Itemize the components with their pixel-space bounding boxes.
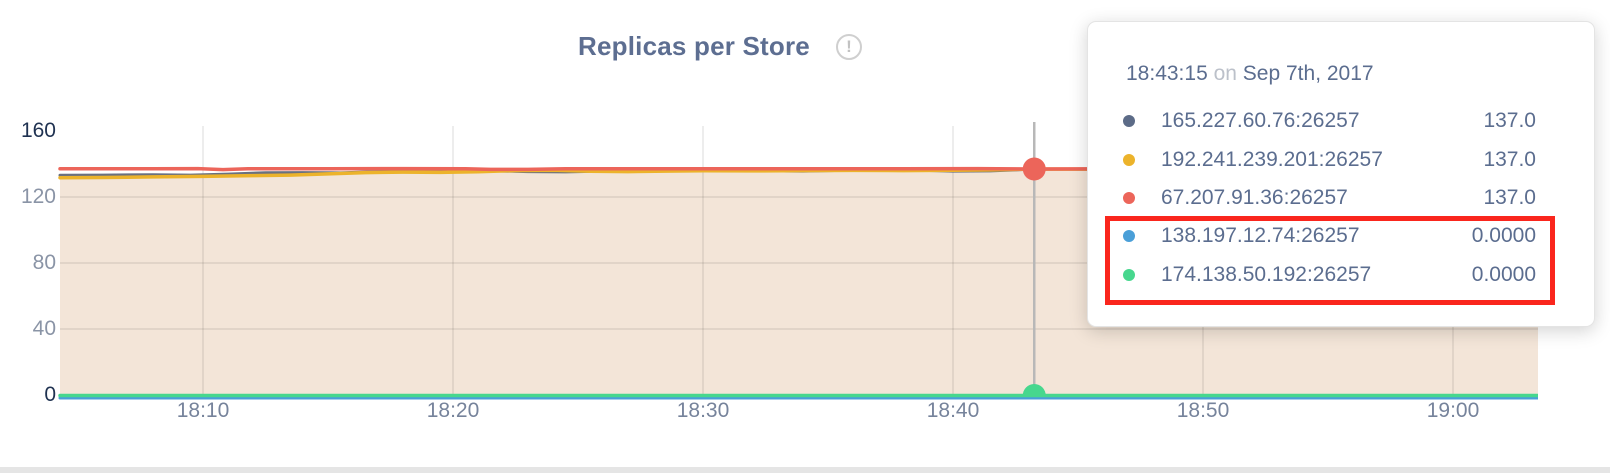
- series-value: 137.0: [1483, 147, 1536, 171]
- x-tick-label: 18:30: [676, 399, 730, 422]
- tooltip-series-row: 192.241.239.201:26257 137.0: [1088, 140, 1594, 178]
- series-color-dot: [1123, 268, 1135, 281]
- series-label: 192.241.239.201:26257: [1161, 147, 1383, 171]
- x-tick-label: 18:40: [926, 399, 980, 422]
- tooltip-conjunction: on: [1213, 62, 1237, 85]
- bottom-divider: [0, 467, 1610, 473]
- series-color-dot: [1123, 230, 1135, 243]
- tooltip-time: 18:43:15: [1126, 62, 1208, 85]
- x-tick-label: 19:00: [1426, 399, 1480, 422]
- tooltip-series-row: 67.207.91.36:26257 137.0: [1088, 179, 1594, 217]
- y-tick-label: 120: [20, 185, 56, 208]
- series-value: 137.0: [1483, 109, 1536, 133]
- chart-tooltip: 18:43:15 on Sep 7th, 2017 165.227.60.76:…: [1087, 21, 1595, 327]
- x-tick-label: 18:20: [426, 399, 480, 422]
- tooltip-series-row: 138.197.12.74:26257 0.0000: [1088, 217, 1594, 255]
- series-color-dot: [1123, 153, 1135, 166]
- series-value: 0.0000: [1471, 262, 1536, 286]
- y-tick-label: 40: [32, 317, 56, 340]
- series-value: 137.0: [1483, 185, 1536, 209]
- series-value: 0.0000: [1471, 224, 1536, 248]
- series-label: 138.197.12.74:26257: [1161, 224, 1360, 248]
- cursor-dot: [1022, 384, 1046, 396]
- series-color-dot: [1123, 191, 1135, 204]
- gridlines: [60, 126, 1538, 395]
- tooltip-series-row: 174.138.50.192:26257 0.0000: [1088, 256, 1594, 294]
- highlight-annotation-box: [1105, 216, 1555, 305]
- chart-header: Replicas per Store !: [0, 31, 1440, 62]
- series-label: 67.207.91.36:26257: [1161, 185, 1348, 209]
- series-label: 174.138.50.192:26257: [1161, 262, 1372, 286]
- tooltip-series-row: 165.227.60.76:26257 137.0: [1088, 102, 1594, 140]
- y-tick-label: 80: [32, 251, 56, 274]
- series-label: 165.227.60.76:26257: [1161, 109, 1360, 133]
- y-tick-label: 160: [20, 119, 56, 142]
- series-color-dot: [1123, 115, 1135, 128]
- cursor-dot: [1022, 157, 1046, 181]
- tooltip-date: Sep 7th, 2017: [1242, 62, 1374, 85]
- info-icon[interactable]: !: [835, 33, 862, 60]
- tooltip-series-list: 165.227.60.76:26257 137.0 192.241.239.20…: [1088, 102, 1594, 294]
- chart-title: Replicas per Store: [578, 31, 810, 61]
- x-tick-label: 18:50: [1176, 399, 1230, 422]
- y-tick-label: 0: [44, 383, 56, 406]
- x-tick-label: 18:10: [176, 399, 230, 422]
- tooltip-timestamp: 18:43:15 on Sep 7th, 2017: [1126, 59, 1594, 89]
